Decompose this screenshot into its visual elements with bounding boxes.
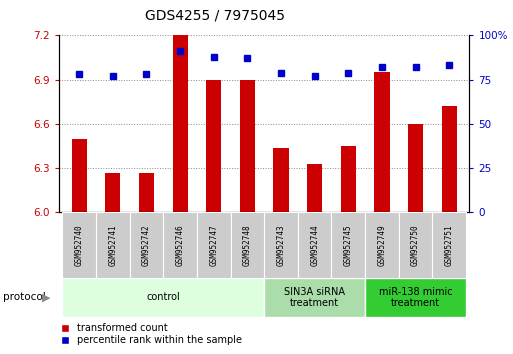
Text: GSM952749: GSM952749 <box>378 224 386 266</box>
Bar <box>365 212 399 278</box>
Bar <box>63 278 264 317</box>
Text: GSM952743: GSM952743 <box>277 224 286 266</box>
Bar <box>63 212 96 278</box>
Text: GSM952747: GSM952747 <box>209 224 218 266</box>
Text: GSM952746: GSM952746 <box>175 224 185 266</box>
Text: GSM952740: GSM952740 <box>75 224 84 266</box>
Bar <box>341 146 356 212</box>
Text: GSM952750: GSM952750 <box>411 224 420 266</box>
Text: ▶: ▶ <box>42 292 51 302</box>
Bar <box>432 212 466 278</box>
Bar <box>240 80 255 212</box>
Text: GSM952751: GSM952751 <box>445 224 453 266</box>
Bar <box>273 148 289 212</box>
Bar <box>172 35 188 212</box>
Text: GSM952745: GSM952745 <box>344 224 353 266</box>
Text: GSM952742: GSM952742 <box>142 224 151 266</box>
Text: GSM952744: GSM952744 <box>310 224 319 266</box>
Bar <box>307 164 322 212</box>
Bar <box>264 278 365 317</box>
Text: GSM952741: GSM952741 <box>108 224 117 266</box>
Text: GSM952748: GSM952748 <box>243 224 252 266</box>
Bar <box>442 106 457 212</box>
Bar <box>264 212 298 278</box>
Bar <box>96 212 130 278</box>
Bar <box>163 212 197 278</box>
Bar <box>298 212 331 278</box>
Bar <box>331 212 365 278</box>
Bar <box>105 173 121 212</box>
Text: miR-138 mimic
treatment: miR-138 mimic treatment <box>379 286 452 308</box>
Bar <box>139 173 154 212</box>
Bar <box>197 212 230 278</box>
Text: SIN3A siRNA
treatment: SIN3A siRNA treatment <box>284 286 345 308</box>
Bar <box>374 72 389 212</box>
Bar <box>230 212 264 278</box>
Text: control: control <box>146 292 180 302</box>
Bar <box>206 80 221 212</box>
Bar <box>399 212 432 278</box>
Text: GDS4255 / 7975045: GDS4255 / 7975045 <box>146 9 285 23</box>
Bar <box>130 212 163 278</box>
Bar <box>365 278 466 317</box>
Bar <box>408 124 423 212</box>
Text: protocol: protocol <box>3 292 45 302</box>
Bar <box>72 139 87 212</box>
Legend: transformed count, percentile rank within the sample: transformed count, percentile rank withi… <box>51 319 246 349</box>
